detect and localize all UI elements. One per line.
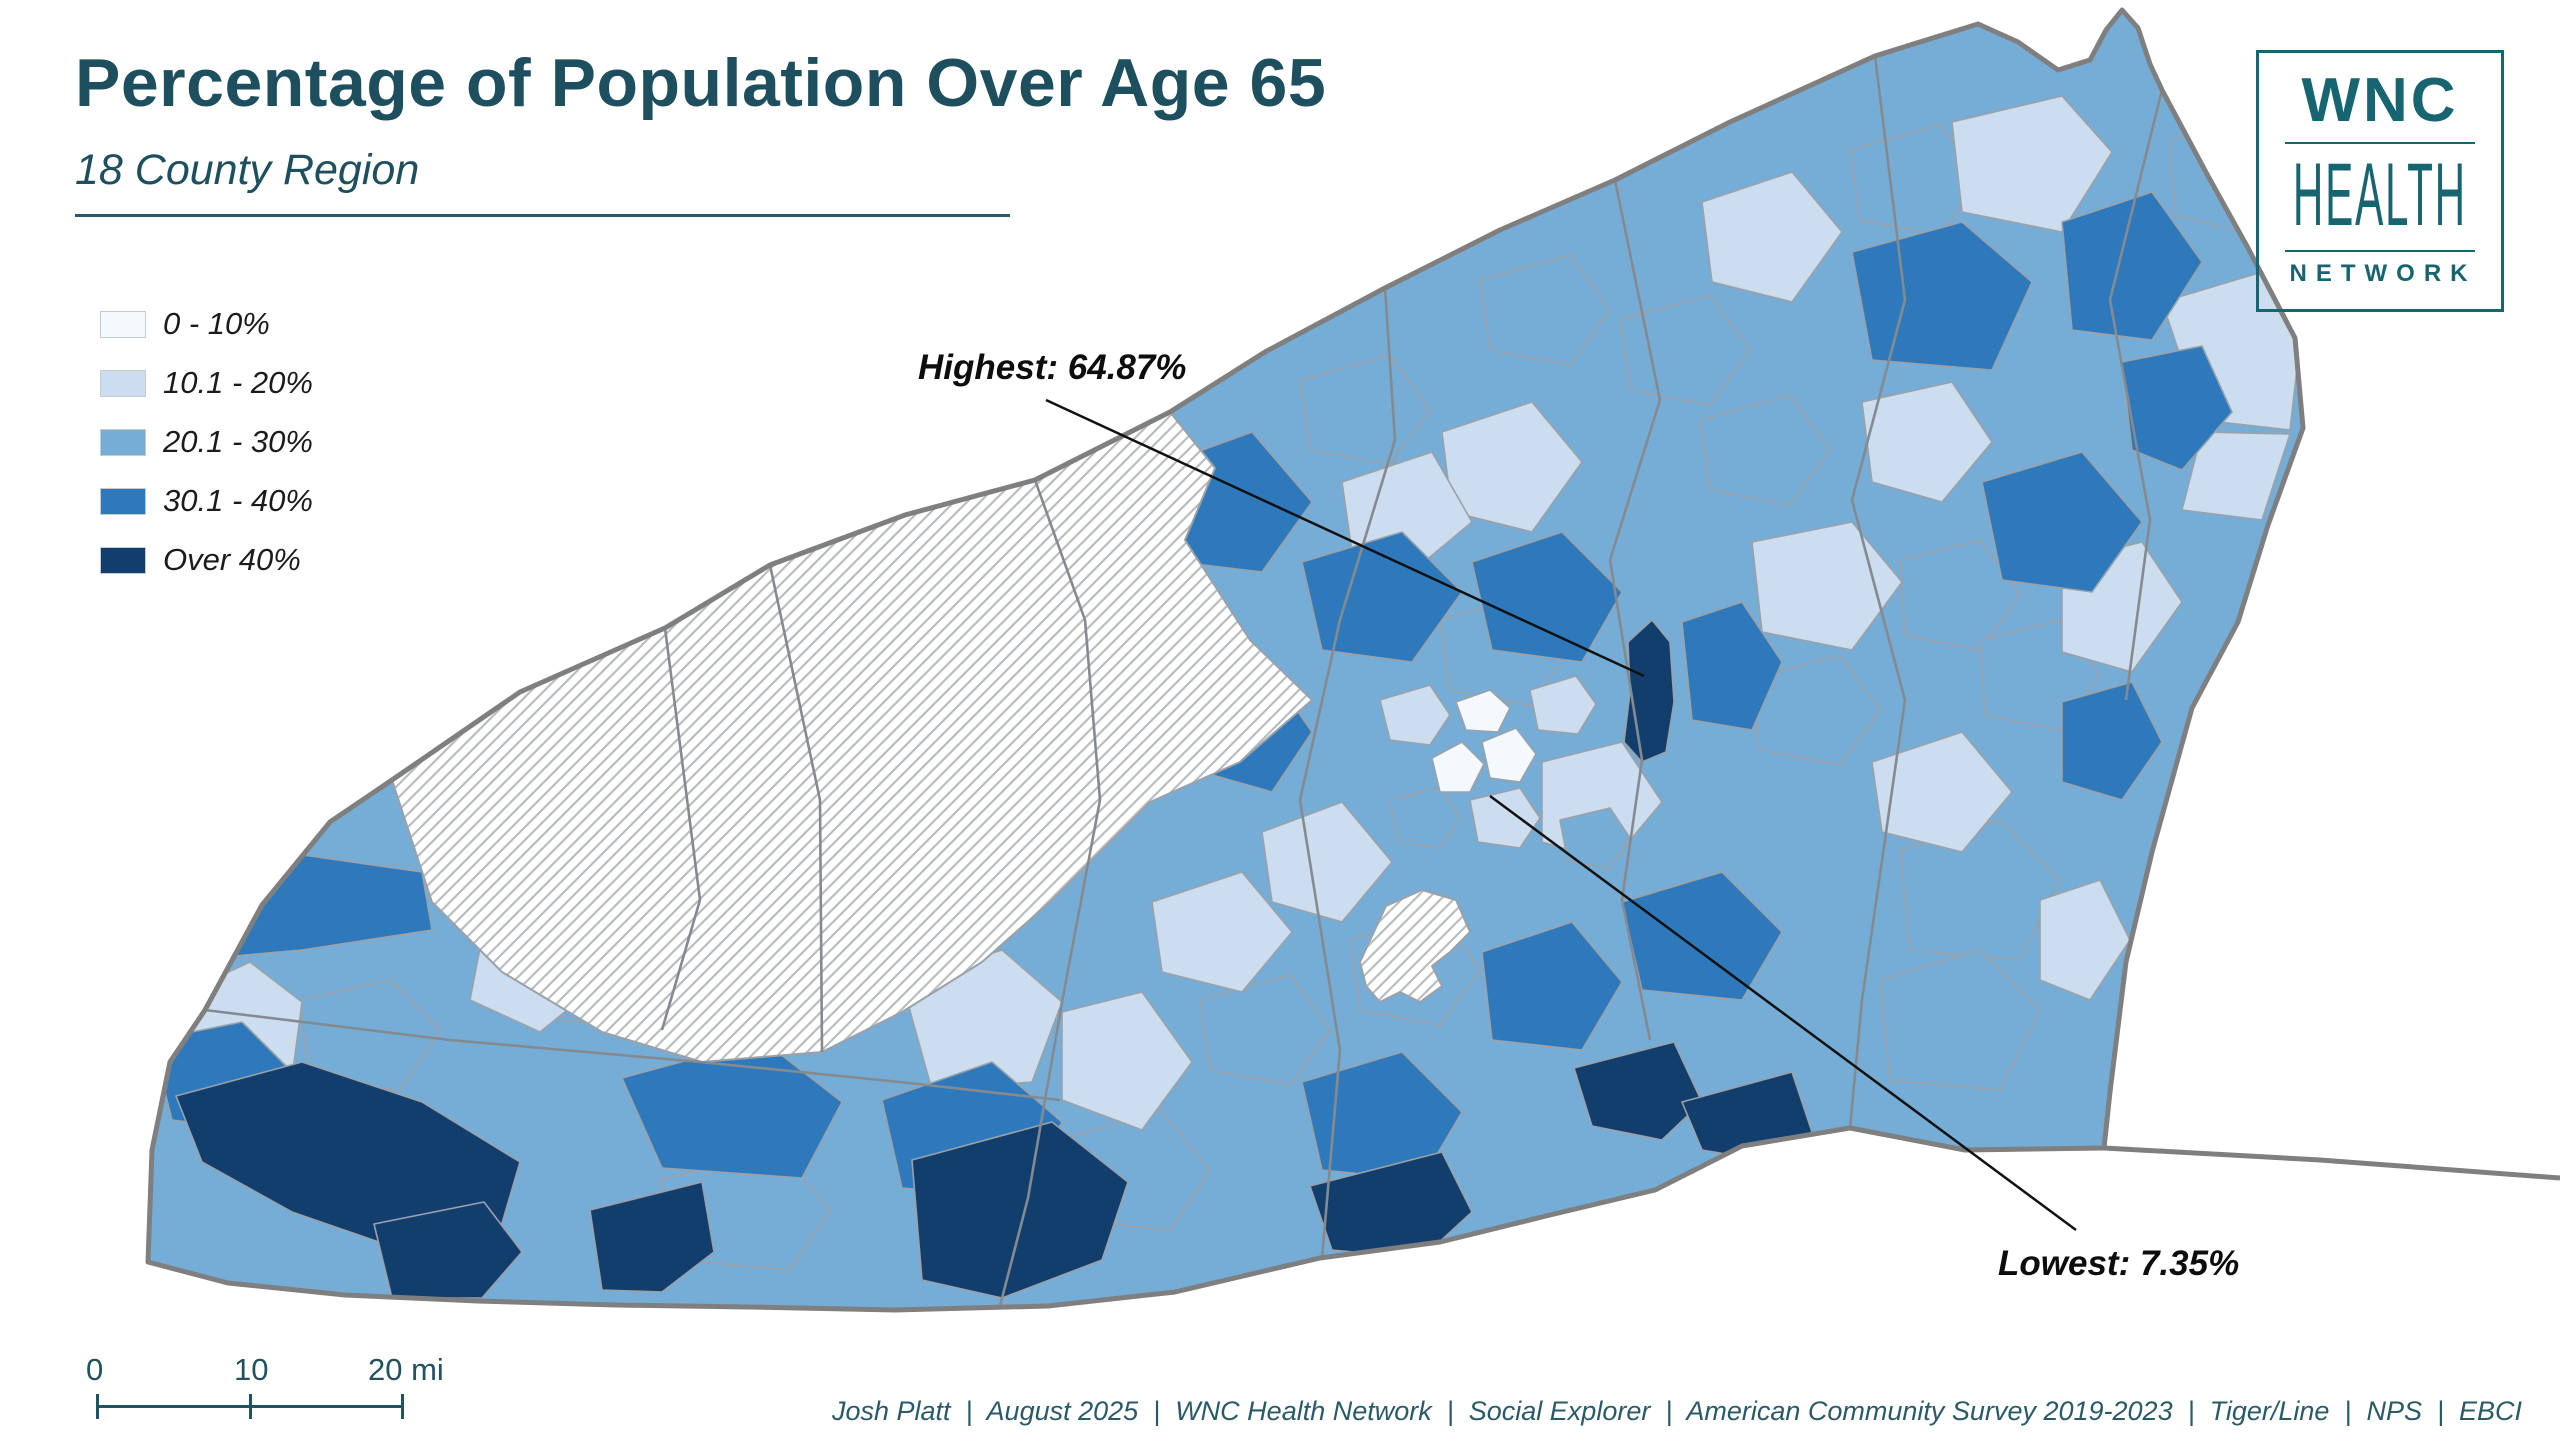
census-tract [1199, 974, 1331, 1086]
census-tract [2181, 431, 2291, 521]
logo-rule [2285, 250, 2475, 252]
county-boundary [2108, 89, 2164, 701]
census-tract [1481, 921, 1623, 1051]
census-tract [1879, 949, 2041, 1091]
hatched-area-center [1359, 889, 1471, 1003]
census-tract [1389, 787, 1461, 849]
census-tract [1481, 727, 1537, 783]
census-tract [2061, 191, 2203, 341]
county-boundary [1298, 287, 1397, 1259]
census-tract [1621, 871, 1783, 1001]
logo-line-health-wrap: HEALTH [2259, 146, 2501, 246]
census-tract [373, 1201, 523, 1299]
census-tract [1261, 801, 1393, 923]
legend-label: 10.1 - 20% [163, 365, 313, 400]
scale-bar-tick [96, 1394, 99, 1419]
county-boundary [1608, 179, 1662, 1041]
legend-row: 10.1 - 20% [100, 365, 313, 401]
legend-label: Over 40% [163, 542, 301, 577]
census-tract [1573, 1041, 1703, 1141]
census-tract [1899, 539, 2021, 651]
census-tract [1681, 601, 1783, 731]
scale-label-20mi: 20 mi [368, 1352, 444, 1387]
county-boundary [1848, 55, 1907, 1129]
legend-swatch [100, 310, 146, 338]
census-tract [1309, 1151, 1473, 1259]
county-boundary [768, 564, 824, 1053]
map-legend: 0 - 10% 10.1 - 20% 20.1 - 30% 30.1 - 40%… [100, 306, 313, 578]
county-boundary [660, 627, 702, 1031]
scale-label-0: 0 [86, 1352, 104, 1387]
census-tract [2039, 879, 2131, 1001]
census-tract [1379, 684, 1451, 746]
legend-swatch [100, 487, 146, 515]
census-tract [1301, 1051, 1463, 1181]
legend-swatch [100, 546, 146, 574]
scale-bar-tick [249, 1394, 252, 1419]
census-tract [2121, 345, 2233, 471]
census-tract [911, 1121, 1129, 1299]
census-tract [589, 1181, 715, 1293]
census-tract [1751, 521, 1903, 651]
census-tract [1469, 787, 1541, 849]
scale-bar-tick [401, 1394, 404, 1419]
county-boundary [998, 479, 1102, 1307]
logo-rule [2285, 142, 2475, 144]
state-border-extension [2103, 1145, 2560, 1181]
highest-leader-line [1045, 398, 1645, 678]
scale-label-10: 10 [234, 1352, 269, 1387]
region-tracts [148, 10, 2303, 1310]
legend-row: 30.1 - 40% [100, 483, 313, 519]
legend-swatch [100, 369, 146, 397]
legend-row: 0 - 10% [100, 306, 313, 342]
census-tract [1471, 531, 1623, 663]
page-subtitle: 18 County Region [75, 146, 420, 194]
census-tract [1749, 654, 1881, 766]
header-divider [75, 214, 1010, 217]
census-tract [1559, 807, 1631, 869]
census-tract [1299, 354, 1431, 466]
logo-line-network: NETWORK [2289, 260, 2477, 287]
census-tract [1951, 95, 2113, 233]
census-tract [1699, 394, 1831, 506]
census-tract [1151, 871, 1293, 993]
legend-row: Over 40% [100, 542, 313, 578]
census-tract [1301, 531, 1463, 663]
census-tract [1981, 451, 2143, 593]
census-tract [1061, 991, 1193, 1131]
census-tract [1619, 294, 1751, 406]
census-tract [1849, 124, 1981, 236]
county-boundary [204, 1008, 1061, 1102]
lowest-leader-line [1489, 794, 2077, 1232]
census-tract [1701, 171, 1843, 303]
legend-swatch [100, 428, 146, 456]
state-border [145, 7, 2306, 1313]
legend-label: 30.1 - 40% [163, 483, 313, 518]
legend-label: 20.1 - 30% [163, 424, 313, 459]
lowest-value-annotation: Lowest: 7.35% [1998, 1244, 2240, 1283]
census-tract [1455, 689, 1511, 733]
page-title: Percentage of Population Over Age 65 [75, 45, 1327, 121]
highest-value-annotation: Highest: 64.87% [918, 348, 1187, 387]
census-tract [1479, 254, 1611, 366]
census-tract [1861, 381, 1993, 503]
legend-label: 0 - 10% [163, 306, 270, 341]
credits-line: Josh Platt | August 2025 | WNC Health Ne… [831, 1396, 2522, 1426]
census-tract [1431, 741, 1485, 793]
logo-line-wnc: WNC [2301, 66, 2459, 135]
wnc-health-network-logo: WNC HEALTH NETWORK [2256, 50, 2504, 312]
census-tract [1871, 731, 2013, 853]
logo-line-health: HEALTH [2292, 146, 2468, 246]
legend-row: 20.1 - 30% [100, 424, 313, 460]
census-tract [2061, 681, 2163, 801]
census-tract [1529, 675, 1597, 735]
